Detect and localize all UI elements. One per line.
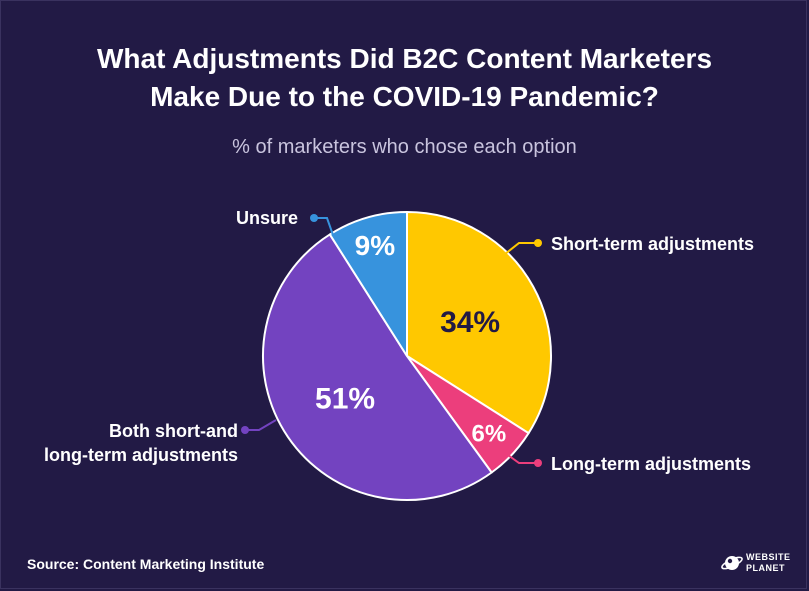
- pie-slice-3-callout-dot: [241, 426, 249, 434]
- pie-slice-4: [328, 211, 408, 357]
- pie-slice-1-category-label: Short-term adjustments: [551, 234, 754, 254]
- logo-line-2: PLANET: [746, 563, 785, 573]
- pie-slice-1-callout-line: [499, 242, 538, 259]
- website-planet-logo: WEBSITE PLANET: [720, 549, 800, 579]
- pie-slice-4-category-label: Unsure: [236, 208, 298, 228]
- pie-slice-4-callout-dot: [310, 214, 318, 222]
- pie-slice-2-category-label: Long-term adjustments: [551, 454, 751, 474]
- pie-slice-3-category-label-line-1: Both short-and: [109, 421, 238, 441]
- pie-slice-3: [262, 233, 493, 501]
- chart-title: What Adjustments Did B2C Content Markete…: [0, 40, 809, 116]
- logo-wordmark: WEBSITE PLANET: [746, 552, 791, 574]
- chart-title-line-1: What Adjustments Did B2C Content Markete…: [96, 43, 713, 74]
- pie-slice-3-category-label-line-2: long-term adjustments: [44, 445, 238, 465]
- pie-slice-2-callout-line: [507, 454, 538, 464]
- chart-title-line-2: Make Due to the COVID-19 Pandemic?: [150, 81, 659, 112]
- chart-subtitle: % of marketers who chose each option: [232, 136, 577, 158]
- pie-slice-2-callout-dot: [534, 459, 542, 467]
- pie-slice-1-value-label: 34%: [440, 306, 500, 339]
- planet-icon: [721, 556, 743, 570]
- pie-slice-4-callout-line: [314, 217, 334, 236]
- pie-slice-3-value-label: 51%: [315, 383, 375, 416]
- source-note: Source: Content Marketing Institute: [27, 556, 265, 572]
- pie-slice-1-callout-dot: [534, 239, 542, 247]
- pie-slice-3-callout-line: [245, 419, 277, 431]
- pie-slice-2-value-label: 6%: [472, 420, 507, 447]
- logo-line-1: WEBSITE: [746, 552, 791, 562]
- pie-slice-4-value-label: 9%: [355, 230, 396, 261]
